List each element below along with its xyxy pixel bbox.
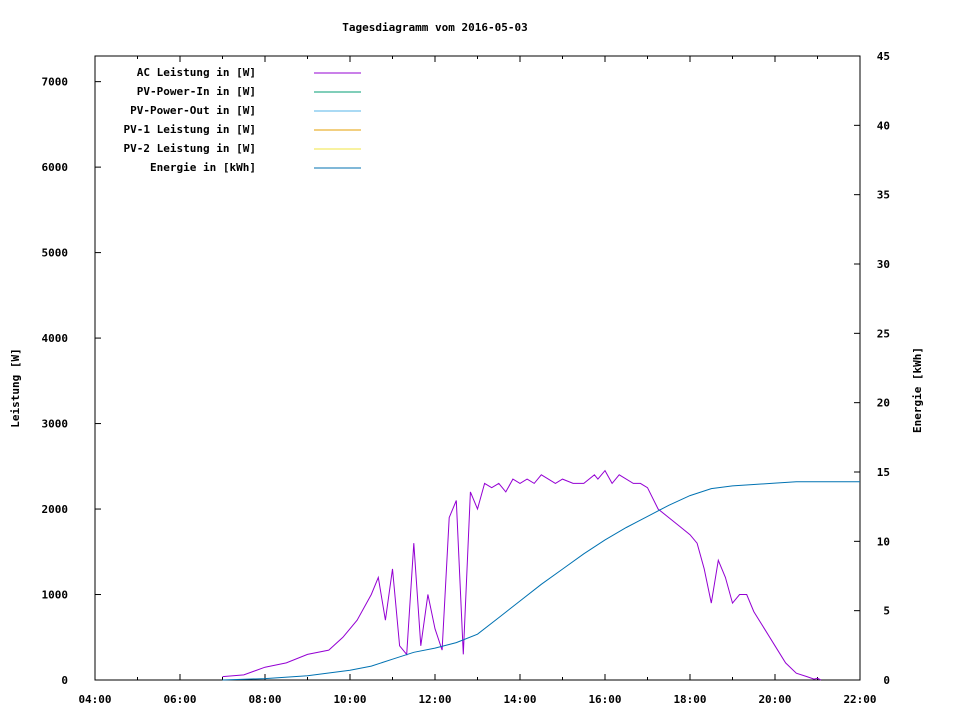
x-tick-label: 18:00 (673, 693, 706, 706)
y2-tick-label: 35 (877, 189, 890, 202)
y2-tick-label: 30 (877, 258, 890, 271)
y-tick-label: 5000 (42, 247, 69, 260)
x-tick-label: 22:00 (843, 693, 876, 706)
x-tick-label: 04:00 (78, 693, 111, 706)
x-tick-label: 20:00 (758, 693, 791, 706)
series-line-0 (222, 469, 822, 681)
legend-label: PV-Power-In in [W] (137, 85, 256, 98)
y-tick-label: 4000 (42, 332, 69, 345)
x-tick-label: 10:00 (333, 693, 366, 706)
x-tick-label: 14:00 (503, 693, 536, 706)
y2-tick-label: 0 (883, 674, 890, 687)
axes: 04:00 06:00 08:00 10:00 12:00 14:00 16:00 18:00… (42, 50, 891, 706)
y2-tick-label: 5 (883, 605, 890, 618)
y-tick-label: 0 (61, 674, 68, 687)
legend-label: PV-2 Leistung in [W] (124, 142, 256, 155)
y-tick-label: 7000 (42, 76, 69, 89)
x-tick-label: 06:00 (163, 693, 196, 706)
x-tick-label: 16:00 (588, 693, 621, 706)
series-layer (222, 469, 860, 681)
y2-tick-label: 25 (877, 327, 890, 340)
y2-tick-label: 20 (877, 397, 890, 410)
y-axis-label: Leistung [W] (9, 348, 22, 427)
y2-tick-label: 40 (877, 119, 890, 132)
y2-tick-label: 10 (877, 535, 890, 548)
legend-label: PV-1 Leistung in [W] (124, 123, 256, 136)
legend-label: PV-Power-Out in [W] (130, 104, 256, 117)
y2-tick-label: 15 (877, 466, 890, 479)
y2-tick-label: 45 (877, 50, 890, 63)
legend-label: AC Leistung in [W] (137, 66, 256, 79)
legend-label: Energie in [kWh] (150, 161, 256, 174)
y2-axis-label: Energie [kWh] (911, 347, 924, 433)
legend: AC Leistung in [W] PV-Power-In in [W] PV-P… (124, 66, 361, 174)
series-line-5 (222, 481, 860, 681)
y-tick-label: 6000 (42, 161, 69, 174)
y-tick-label: 3000 (42, 418, 69, 431)
chart-title: Tagesdiagramm vom 2016-05-03 (342, 21, 527, 34)
y-tick-label: 1000 (42, 589, 69, 602)
x-tick-label: 08:00 (248, 693, 281, 706)
x-tick-label: 12:00 (418, 693, 451, 706)
y-tick-label: 2000 (42, 503, 69, 516)
